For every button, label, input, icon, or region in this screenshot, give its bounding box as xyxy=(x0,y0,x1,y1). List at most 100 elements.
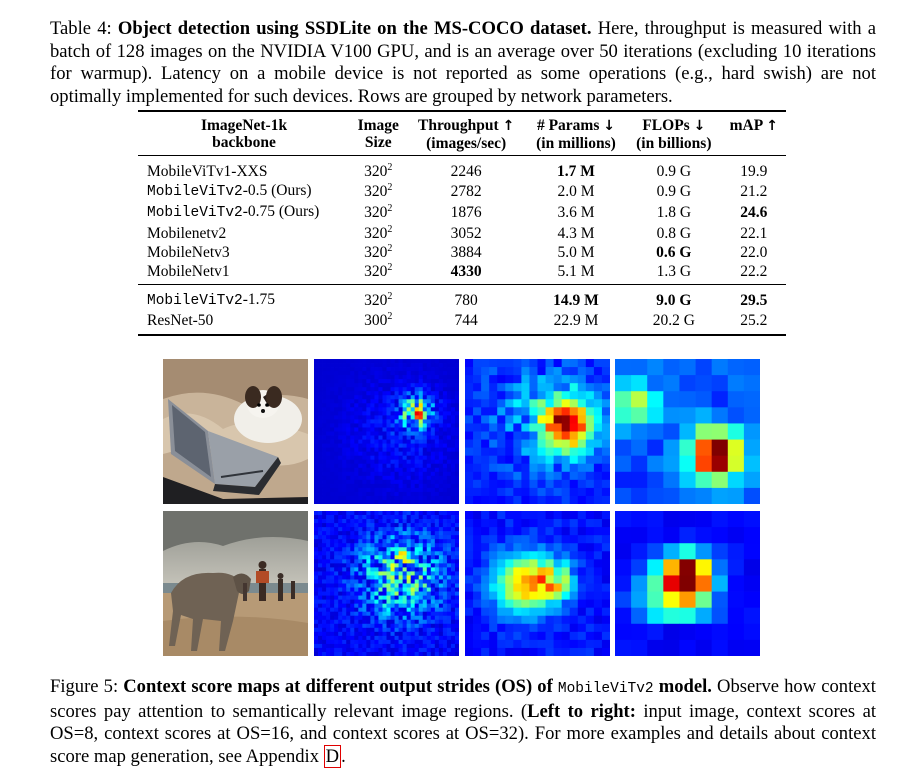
image-size-exponent: 2 xyxy=(387,203,393,215)
input-image-cow-beach xyxy=(163,511,308,656)
backbone-name: MobileNetv1 xyxy=(147,263,230,281)
cell-flops: 0.9 G xyxy=(656,183,692,201)
cell-map: 19.9 xyxy=(740,163,768,180)
cell-params: 3.6 M xyxy=(557,204,595,222)
input-image-dog-laptop xyxy=(163,359,308,504)
cell-throughput: 2782 xyxy=(450,183,482,201)
column-header-sublabel: Size xyxy=(364,134,392,151)
backbone-suffix: -0.75 (Ours) xyxy=(242,203,320,221)
cell-backbone: MobileViTv2-1.75 xyxy=(138,285,350,312)
cell-backbone: MobileViTv2-0.5 (Ours) xyxy=(138,181,350,202)
cell-flops: 1.3 G xyxy=(656,263,692,281)
backbone-name: MobileViTv1-XXS xyxy=(147,163,268,180)
figure-caption: Figure 5: Context score maps at differen… xyxy=(50,676,876,768)
cell-params: 5.1 M xyxy=(557,263,595,281)
cell-map: 29.5 xyxy=(740,292,768,310)
backbone-name: MobileViTv2 xyxy=(147,184,243,201)
backbone-name: Mobilenetv2 xyxy=(147,224,227,242)
table-row: Mobilenetv2 3202 3052 4.3 M 0.8 G 22.1 xyxy=(138,224,786,243)
cell-map: 22.1 xyxy=(740,224,768,242)
table-caption-label: Table 4: xyxy=(50,18,112,39)
image-size-exponent: 2 xyxy=(387,311,393,323)
backbone-suffix: -0.5 (Ours) xyxy=(242,182,312,200)
cell-params: 1.7 M xyxy=(557,163,595,180)
column-header: # Params ↓ (in millions) xyxy=(526,111,626,156)
cell-throughput: 2246 xyxy=(450,163,482,180)
cell-flops: 9.0 G xyxy=(656,292,692,310)
cell-throughput: 1876 xyxy=(450,204,482,222)
results-table: ImageNet-1k backbone Image Size Throughput ↑… xyxy=(138,110,786,336)
arrow-up-icon: ↑ xyxy=(502,118,515,134)
column-header-sublabel: (in billions) xyxy=(636,135,712,152)
column-header-label: Throughput xyxy=(418,117,499,134)
cell-map: 25.2 xyxy=(740,312,768,330)
figure-caption-label: Figure 5: xyxy=(50,676,119,697)
table-row: MobileViTv2-0.75 (Ours) 3202 1876 3.6 M 1.8 … xyxy=(138,202,786,223)
figure-caption-text-b: input image, context scores at OS=8, con… xyxy=(50,700,876,767)
column-header-label: FLOPs xyxy=(642,117,690,134)
image-size-base: 320 xyxy=(364,263,388,281)
cell-backbone: MobileViTv1-XXS xyxy=(138,156,350,182)
cell-map: 24.6 xyxy=(740,204,768,222)
context-map-os8-row2 xyxy=(314,511,459,656)
image-size-exponent: 2 xyxy=(387,161,393,173)
table-caption: Table 4: Object detection using SSDLite … xyxy=(50,18,876,108)
arrow-down-icon: ↓ xyxy=(693,118,706,134)
context-map-os16-row1 xyxy=(465,359,610,504)
cell-throughput: 3052 xyxy=(450,224,482,242)
table-row: MobileNetv3 3202 3884 5.0 M 0.6 G 22.0 xyxy=(138,243,786,262)
image-size-base: 320 xyxy=(364,292,388,310)
column-header-label: # Params xyxy=(536,117,600,134)
column-header-sublabel: backbone xyxy=(212,134,276,151)
image-size-base: 320 xyxy=(364,243,388,261)
table-header-row: ImageNet-1k backbone Image Size Throughput ↑… xyxy=(138,111,786,156)
figure-caption-title-a: Context score maps at different output s… xyxy=(123,676,553,697)
column-header: Image Size xyxy=(350,111,406,156)
context-map-os8-row1 xyxy=(314,359,459,504)
column-header: ImageNet-1k backbone xyxy=(138,111,350,156)
column-header-label: mAP xyxy=(729,117,763,134)
cell-flops: 20.2 G xyxy=(652,312,695,330)
appendix-link[interactable]: D xyxy=(323,744,342,768)
cell-throughput: 780 xyxy=(454,292,478,310)
image-size-exponent: 2 xyxy=(387,223,393,235)
image-size-base: 320 xyxy=(364,224,388,242)
backbone-name: MobileViTv2 xyxy=(147,205,243,222)
figure-caption-left-to-right: Left to right: xyxy=(527,700,636,722)
cell-throughput: 4330 xyxy=(450,263,482,281)
image-size-exponent: 2 xyxy=(387,261,393,273)
table-row: MobileNetv1 3202 4330 5.1 M 1.3 G 22.2 xyxy=(138,262,786,285)
column-header: FLOPs ↓ (in billions) xyxy=(626,111,721,156)
cell-image-size: 3202 xyxy=(350,156,406,182)
image-size-base: 320 xyxy=(364,163,388,180)
table-caption-text: Here, throughput is measured with a batc… xyxy=(50,18,876,107)
cell-params: 14.9 M xyxy=(553,292,599,310)
cell-backbone: MobileViTv2-0.75 (Ours) xyxy=(138,202,350,223)
cell-map: 21.2 xyxy=(740,183,768,201)
table-row: MobileViTv2-1.75 3202 780 14.9 M 9.0 G 29.5 xyxy=(138,285,786,312)
column-header: Throughput ↑ (images/sec) xyxy=(406,111,525,156)
cell-backbone: MobileNetv1 xyxy=(138,262,350,285)
column-header-sublabel: (in millions) xyxy=(536,135,616,152)
backbone-name: MobileViTv2 xyxy=(147,293,243,310)
cell-flops: 1.8 G xyxy=(656,204,692,222)
figure-caption-end: . xyxy=(341,745,346,767)
cell-image-size: 3202 xyxy=(350,224,406,243)
column-header-label: ImageNet-1k xyxy=(200,117,288,134)
context-map-os16-row2 xyxy=(465,511,610,656)
cell-params: 4.3 M xyxy=(557,224,595,242)
cell-image-size: 3202 xyxy=(350,243,406,262)
column-header-label: Image xyxy=(357,117,399,134)
context-map-os32-row1 xyxy=(615,359,760,504)
context-map-os32-row2 xyxy=(615,511,760,656)
image-size-base: 300 xyxy=(364,312,388,330)
cell-throughput: 3884 xyxy=(450,243,482,261)
cell-map: 22.0 xyxy=(740,243,768,261)
table-caption-title: Object detection using SSDLite on the MS… xyxy=(117,18,592,39)
table-row: ResNet-50 3002 744 22.9 M 20.2 G 25.2 xyxy=(138,311,786,334)
cell-map: 22.2 xyxy=(740,263,768,281)
cell-flops: 0.9 G xyxy=(656,163,692,180)
table-row: MobileViTv1-XXS 3202 2246 1.7 M 0.9 G 19.9 xyxy=(138,156,786,182)
column-header: mAP ↑ xyxy=(722,111,786,156)
arrow-down-icon: ↓ xyxy=(603,118,615,134)
